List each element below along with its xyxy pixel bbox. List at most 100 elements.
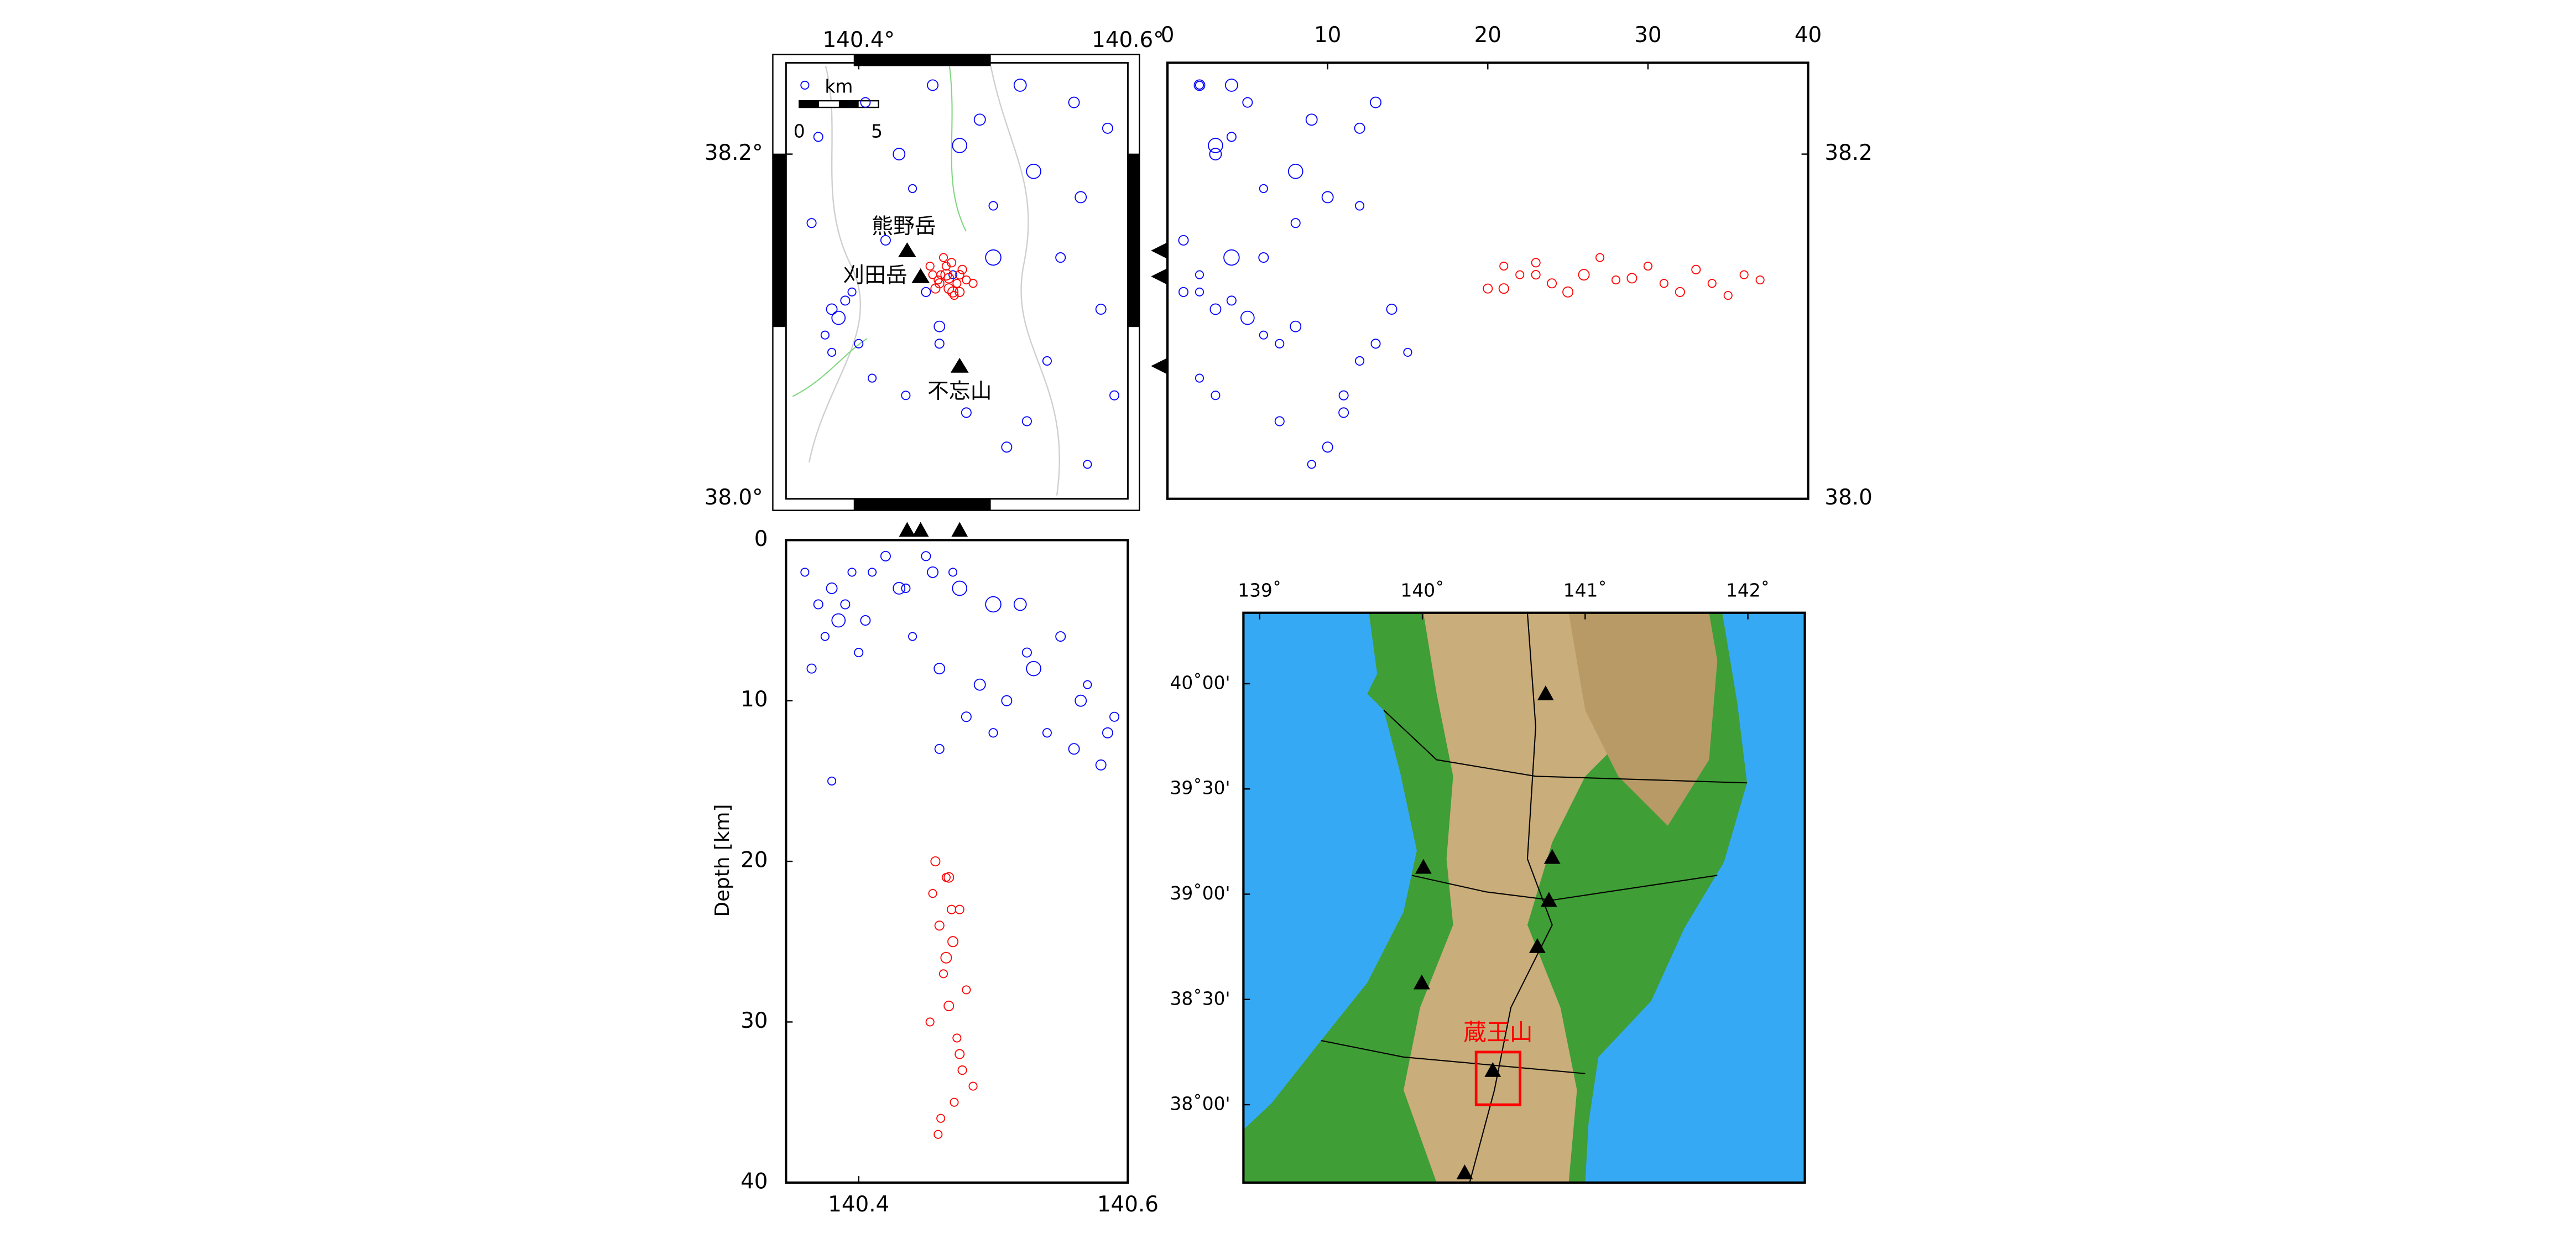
hypocenter: [831, 613, 846, 628]
hypocenter: [1290, 218, 1301, 228]
epicenter: [1083, 460, 1092, 469]
hypocenter: [1223, 249, 1240, 266]
epicenter: [1026, 163, 1041, 179]
epicenter: [901, 391, 911, 400]
hypocenter: [854, 648, 864, 658]
hypocenter: [1355, 201, 1365, 211]
x-tick-label: 0: [1161, 23, 1175, 48]
epicenter: [955, 270, 964, 280]
hypocenter: [840, 599, 851, 610]
hypocenter: [927, 566, 938, 578]
hypocenter: [961, 711, 972, 722]
y-tick-label: 20: [741, 848, 768, 873]
hypocenter: [1675, 287, 1685, 297]
hypocenter: [940, 951, 952, 964]
volcano-projection: [1151, 357, 1168, 374]
hypocenter: [1021, 647, 1032, 658]
hypocenter: [1083, 680, 1092, 689]
hypocenter: [1042, 728, 1052, 738]
hypocenter: [936, 1114, 946, 1123]
hypocenter: [943, 1000, 955, 1011]
hypocenter: [1075, 694, 1087, 707]
hypocenter: [1483, 283, 1493, 294]
epicenter: [948, 270, 958, 279]
hypocenter: [1611, 275, 1621, 285]
hypocenter: [1195, 373, 1204, 383]
y-tick-label: 38˚30': [1170, 987, 1230, 1009]
epicenter: [938, 253, 948, 262]
epicenter: [1102, 122, 1113, 134]
epicenter: [820, 330, 830, 340]
epicenter: [831, 310, 846, 325]
hypocenter: [1095, 759, 1107, 771]
hypocenter: [930, 856, 941, 867]
hypocenter: [1321, 191, 1334, 204]
hypocenter: [1226, 132, 1237, 142]
hypocenter: [957, 1065, 967, 1075]
hypocenter: [968, 1081, 978, 1091]
hypocenter: [948, 568, 958, 577]
hypocenter: [1258, 252, 1269, 263]
hypocenter: [1193, 79, 1206, 91]
scale-unit: km: [825, 76, 853, 97]
y-tick-label: 38.2: [1824, 141, 1872, 165]
contour: [808, 66, 861, 463]
epicenter: [893, 148, 906, 160]
y-tick-label: 38˚00': [1170, 1093, 1230, 1115]
epicenter: [1109, 390, 1120, 400]
x-tick-label: 140˚: [1401, 579, 1445, 601]
hypocenter: [985, 596, 1002, 613]
hypocenter: [1290, 320, 1302, 332]
hypocenter: [1178, 287, 1189, 297]
volcano-projection: [899, 522, 916, 537]
hypocenter: [1242, 97, 1253, 108]
hypocenter: [938, 969, 948, 979]
map-inner-frame: [785, 61, 1129, 500]
epicenter: [950, 291, 959, 300]
epicenter: [927, 79, 938, 91]
epicenter: [880, 235, 891, 246]
hypocenter: [928, 889, 937, 898]
volcano: [898, 242, 916, 258]
hypocenter: [1403, 347, 1412, 357]
hypocenter: [1370, 96, 1381, 108]
hypocenter: [1547, 278, 1557, 289]
volcano: [911, 268, 930, 283]
epicenter: [1075, 191, 1087, 204]
epicenter: [961, 407, 972, 418]
y-tick-label: 30: [741, 1008, 768, 1033]
hypocenter: [947, 936, 959, 948]
hypocenter: [1026, 660, 1041, 677]
volcano: [950, 357, 969, 373]
hypocenter: [1739, 270, 1749, 279]
x-tick-label: 142˚: [1726, 579, 1770, 601]
epicenter: [1068, 96, 1080, 108]
hypocenter: [934, 743, 945, 754]
x-tick-label: 10: [1314, 23, 1341, 48]
epicenter: [908, 184, 917, 193]
hypocenter: [1055, 631, 1066, 642]
epicenter: [1013, 79, 1027, 92]
y-tick-label: 38.2°: [705, 141, 763, 165]
hypocenter: [880, 550, 891, 561]
hypocenter: [1259, 330, 1268, 340]
hypocenter: [1013, 597, 1027, 611]
hypocenter: [1531, 258, 1541, 268]
frame-bar: [1128, 153, 1140, 327]
epicenter: [941, 262, 951, 271]
epicenter: [813, 132, 823, 142]
hypocenter: [1338, 407, 1349, 418]
y-tick-label: 39˚30': [1170, 777, 1230, 799]
frame-bar: [773, 153, 786, 327]
index-map-frame: [1242, 611, 1806, 1184]
volcano-label: 熊野岳: [872, 214, 936, 239]
hypocenter: [952, 580, 968, 596]
hypocenter: [1562, 286, 1574, 298]
hypocenter: [1226, 295, 1237, 306]
x-tick-label: 140.6: [1097, 1192, 1159, 1217]
x-tick-label: 140.4°: [822, 28, 894, 53]
hypocenter: [952, 1033, 962, 1043]
y-tick-label: 38.0°: [705, 485, 763, 510]
hypocenter: [1370, 339, 1381, 349]
scale-tick: 0: [794, 121, 805, 142]
